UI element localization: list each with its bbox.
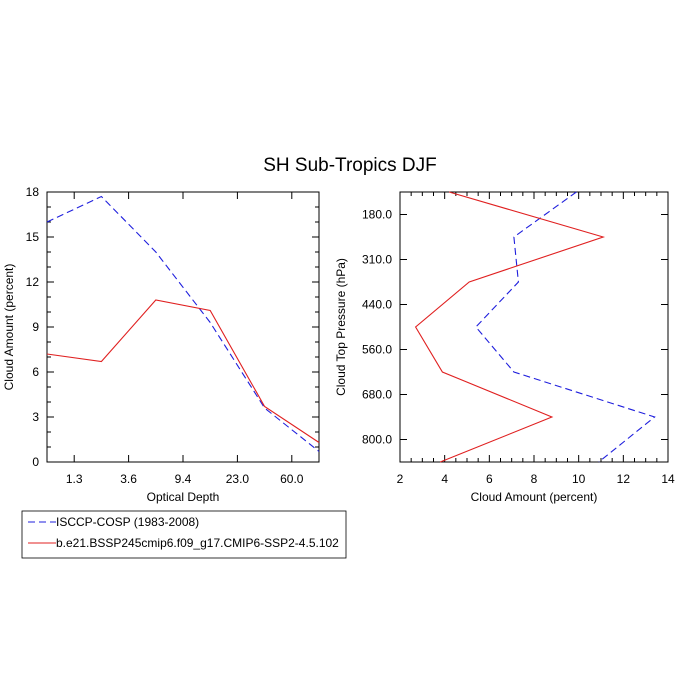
right-y-tick-label: 680.0	[362, 388, 392, 402]
right-y-tick-label: 800.0	[362, 433, 392, 447]
right-x-tick-label: 6	[486, 472, 493, 486]
legend: ISCCP-COSP (1983-2008) b.e21.BSSP245cmip…	[21, 510, 347, 559]
left-x-tick-label: 1.3	[66, 472, 83, 486]
left-ticks: 0 3 6 9 12 15 18 1.3 3.6 9.4 23.0 60.0	[26, 185, 319, 486]
right-y-tick-label: 440.0	[362, 298, 392, 312]
left-y-tick-label: 3	[32, 410, 39, 424]
legend-label-obs: ISCCP-COSP (1983-2008)	[56, 515, 199, 529]
right-y-tick-label: 560.0	[362, 343, 392, 357]
right-x-tick-label: 8	[531, 472, 538, 486]
left-panel: 0 3 6 9 12 15 18 1.3 3.6 9.4 23.0 60.0 Optical Dept…	[2, 185, 320, 504]
left-series	[46, 195, 320, 452]
right-x-tick-label: 2	[397, 472, 404, 486]
right-x-tick-label: 12	[617, 472, 631, 486]
left-x-axis-label: Optical Depth	[147, 490, 220, 504]
left-y-tick-label: 18	[26, 185, 40, 199]
legend-box	[21, 510, 347, 559]
left-plot-frame	[46, 191, 320, 463]
right-y-axis-label: Cloud Top Pressure (hPa)	[334, 258, 348, 396]
right-series	[414, 191, 656, 463]
right-y-tick-label: 180.0	[362, 208, 392, 222]
right-y-tick-label: 310.0	[362, 253, 392, 267]
left-y-axis-label: Cloud Amount (percent)	[2, 264, 16, 391]
left-y-tick-label: 6	[32, 365, 39, 379]
chart-title: SH Sub-Tropics DJF	[263, 155, 437, 176]
right-panel: 2 4 6 8 10 12 14 180.0 310.0 440.0 560.0 680.0 800.0…	[334, 191, 675, 504]
right-x-tick-label: 4	[441, 472, 448, 486]
legend-label-model: b.e21.BSSP245cmip6.f09_g17.CMIP6-SSP2-4.…	[56, 536, 339, 550]
left-x-tick-label: 3.6	[120, 472, 137, 486]
left-x-tick-label: 9.4	[175, 472, 192, 486]
right-series-model-line	[414, 191, 606, 463]
right-x-tick-label: 10	[572, 472, 586, 486]
left-x-tick-label: 60.0	[280, 472, 304, 486]
left-y-tick-label: 12	[26, 275, 40, 289]
left-y-tick-label: 0	[32, 455, 39, 469]
left-series-model-line	[46, 299, 320, 443]
right-x-axis-label: Cloud Amount (percent)	[471, 490, 598, 504]
left-y-tick-label: 15	[26, 230, 40, 244]
right-plot-frame	[399, 191, 669, 463]
left-y-tick-label: 9	[32, 320, 39, 334]
left-x-tick-label: 23.0	[226, 472, 250, 486]
right-x-tick-label: 14	[661, 472, 675, 486]
left-series-obs-line	[46, 195, 320, 452]
right-series-obs-line	[475, 191, 656, 463]
right-ticks: 2 4 6 8 10 12 14 180.0 310.0 440.0 560.0 680.0 800.0	[362, 192, 675, 486]
